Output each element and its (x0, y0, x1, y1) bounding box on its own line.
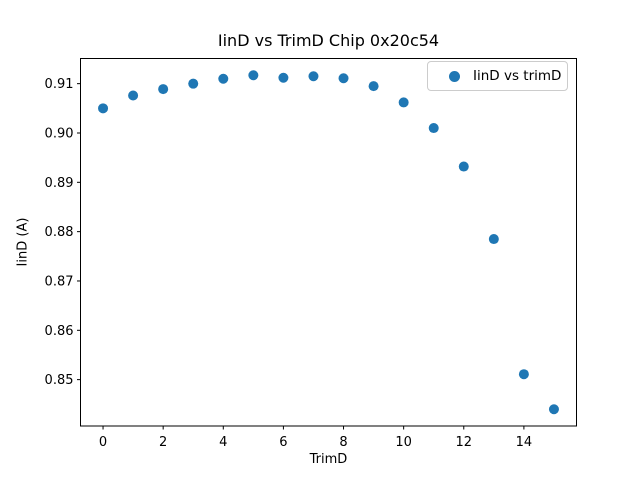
x-tick-label: 8 (339, 435, 347, 450)
x-tick-label: 0 (99, 435, 107, 450)
data-point (128, 90, 139, 101)
data-point (248, 70, 259, 81)
data-point (368, 81, 379, 92)
data-point (518, 369, 529, 380)
data-point (458, 161, 469, 172)
data-point (218, 73, 229, 84)
data-point (428, 123, 439, 134)
x-axis-label: TrimD (309, 452, 348, 467)
chart-title: IinD vs TrimD Chip 0x20c54 (217, 31, 440, 50)
data-point (548, 404, 559, 415)
y-tick-label: 0.89 (45, 176, 74, 191)
legend-marker-dot (449, 70, 460, 82)
data-point (98, 103, 109, 114)
axes-frame (80, 58, 577, 427)
y-tick-label: 0.85 (45, 373, 74, 388)
x-tick-label: 12 (455, 435, 472, 450)
y-axis-label: IinD (A) (15, 217, 31, 267)
x-tick-label: 2 (159, 435, 167, 450)
data-point (278, 72, 289, 83)
x-tick-label: 6 (279, 435, 287, 450)
y-tick-label: 0.90 (45, 126, 74, 141)
y-tick-label: 0.87 (45, 274, 74, 289)
data-point (488, 234, 499, 245)
data-point (188, 78, 199, 89)
data-point (308, 71, 319, 82)
y-tick-label: 0.86 (45, 324, 74, 339)
data-point (338, 73, 349, 84)
y-tick-label: 0.88 (45, 225, 74, 240)
legend: IinD vs trimD (427, 61, 568, 91)
legend-label: IinD vs trimD (473, 68, 562, 84)
data-point (398, 97, 409, 108)
x-tick-label: 10 (395, 435, 412, 450)
x-tick-label: 4 (219, 435, 227, 450)
y-tick-label: 0.91 (45, 77, 74, 92)
data-point (158, 84, 169, 95)
x-tick-label: 14 (516, 435, 533, 450)
